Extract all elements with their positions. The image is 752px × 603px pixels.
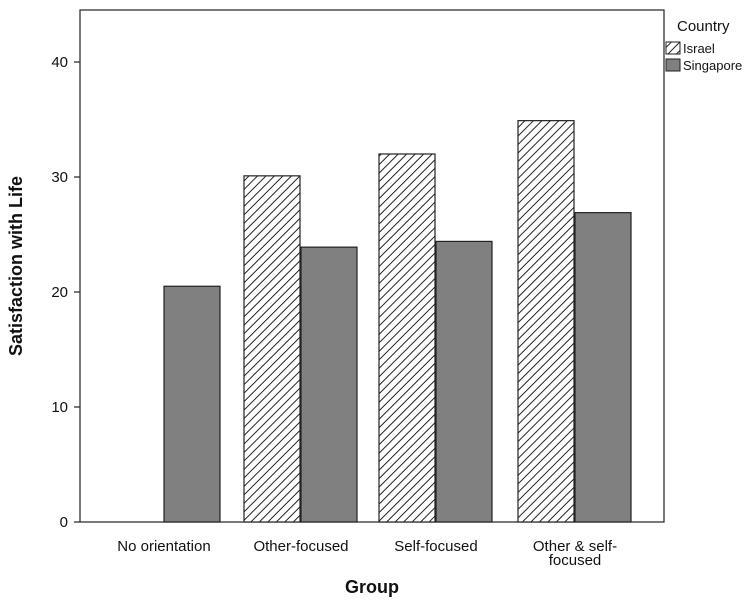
bar-singapore bbox=[300, 246, 358, 523]
legend-label-singapore: Singapore bbox=[683, 58, 742, 73]
y-axis: 0 10 20 30 40 bbox=[51, 54, 80, 531]
x-tick-label: Self-focused bbox=[394, 538, 477, 555]
legend-swatch-israel bbox=[665, 41, 681, 55]
x-tick-label: Other-focused bbox=[253, 538, 348, 555]
bar-singapore bbox=[163, 285, 221, 523]
x-tick-label: No orientation bbox=[117, 538, 210, 555]
legend-label-israel: Israel bbox=[683, 41, 715, 56]
x-axis: No orientation Other-focused Self-focused O… bbox=[117, 538, 617, 569]
bar-israel bbox=[243, 175, 301, 523]
x-tick-label: Other & self-focused bbox=[533, 538, 617, 569]
x-axis-title: Group bbox=[345, 577, 399, 597]
y-tick-label: 40 bbox=[51, 54, 68, 71]
legend-title: Country bbox=[677, 18, 730, 35]
legend-swatch-singapore bbox=[665, 58, 681, 72]
bar-singapore bbox=[574, 212, 632, 523]
y-tick-label: 10 bbox=[51, 399, 68, 416]
plot-area bbox=[79, 9, 665, 523]
legend: Country Israel Singapore bbox=[665, 18, 742, 73]
y-tick-label: 0 bbox=[60, 514, 68, 531]
bar-israel bbox=[517, 120, 575, 523]
bar-israel bbox=[378, 153, 436, 523]
y-tick-label: 30 bbox=[51, 169, 68, 186]
bar-singapore bbox=[435, 240, 493, 523]
y-axis-title: Satisfaction with Life bbox=[6, 176, 26, 356]
y-tick-label: 20 bbox=[51, 284, 68, 301]
bars bbox=[163, 120, 632, 523]
